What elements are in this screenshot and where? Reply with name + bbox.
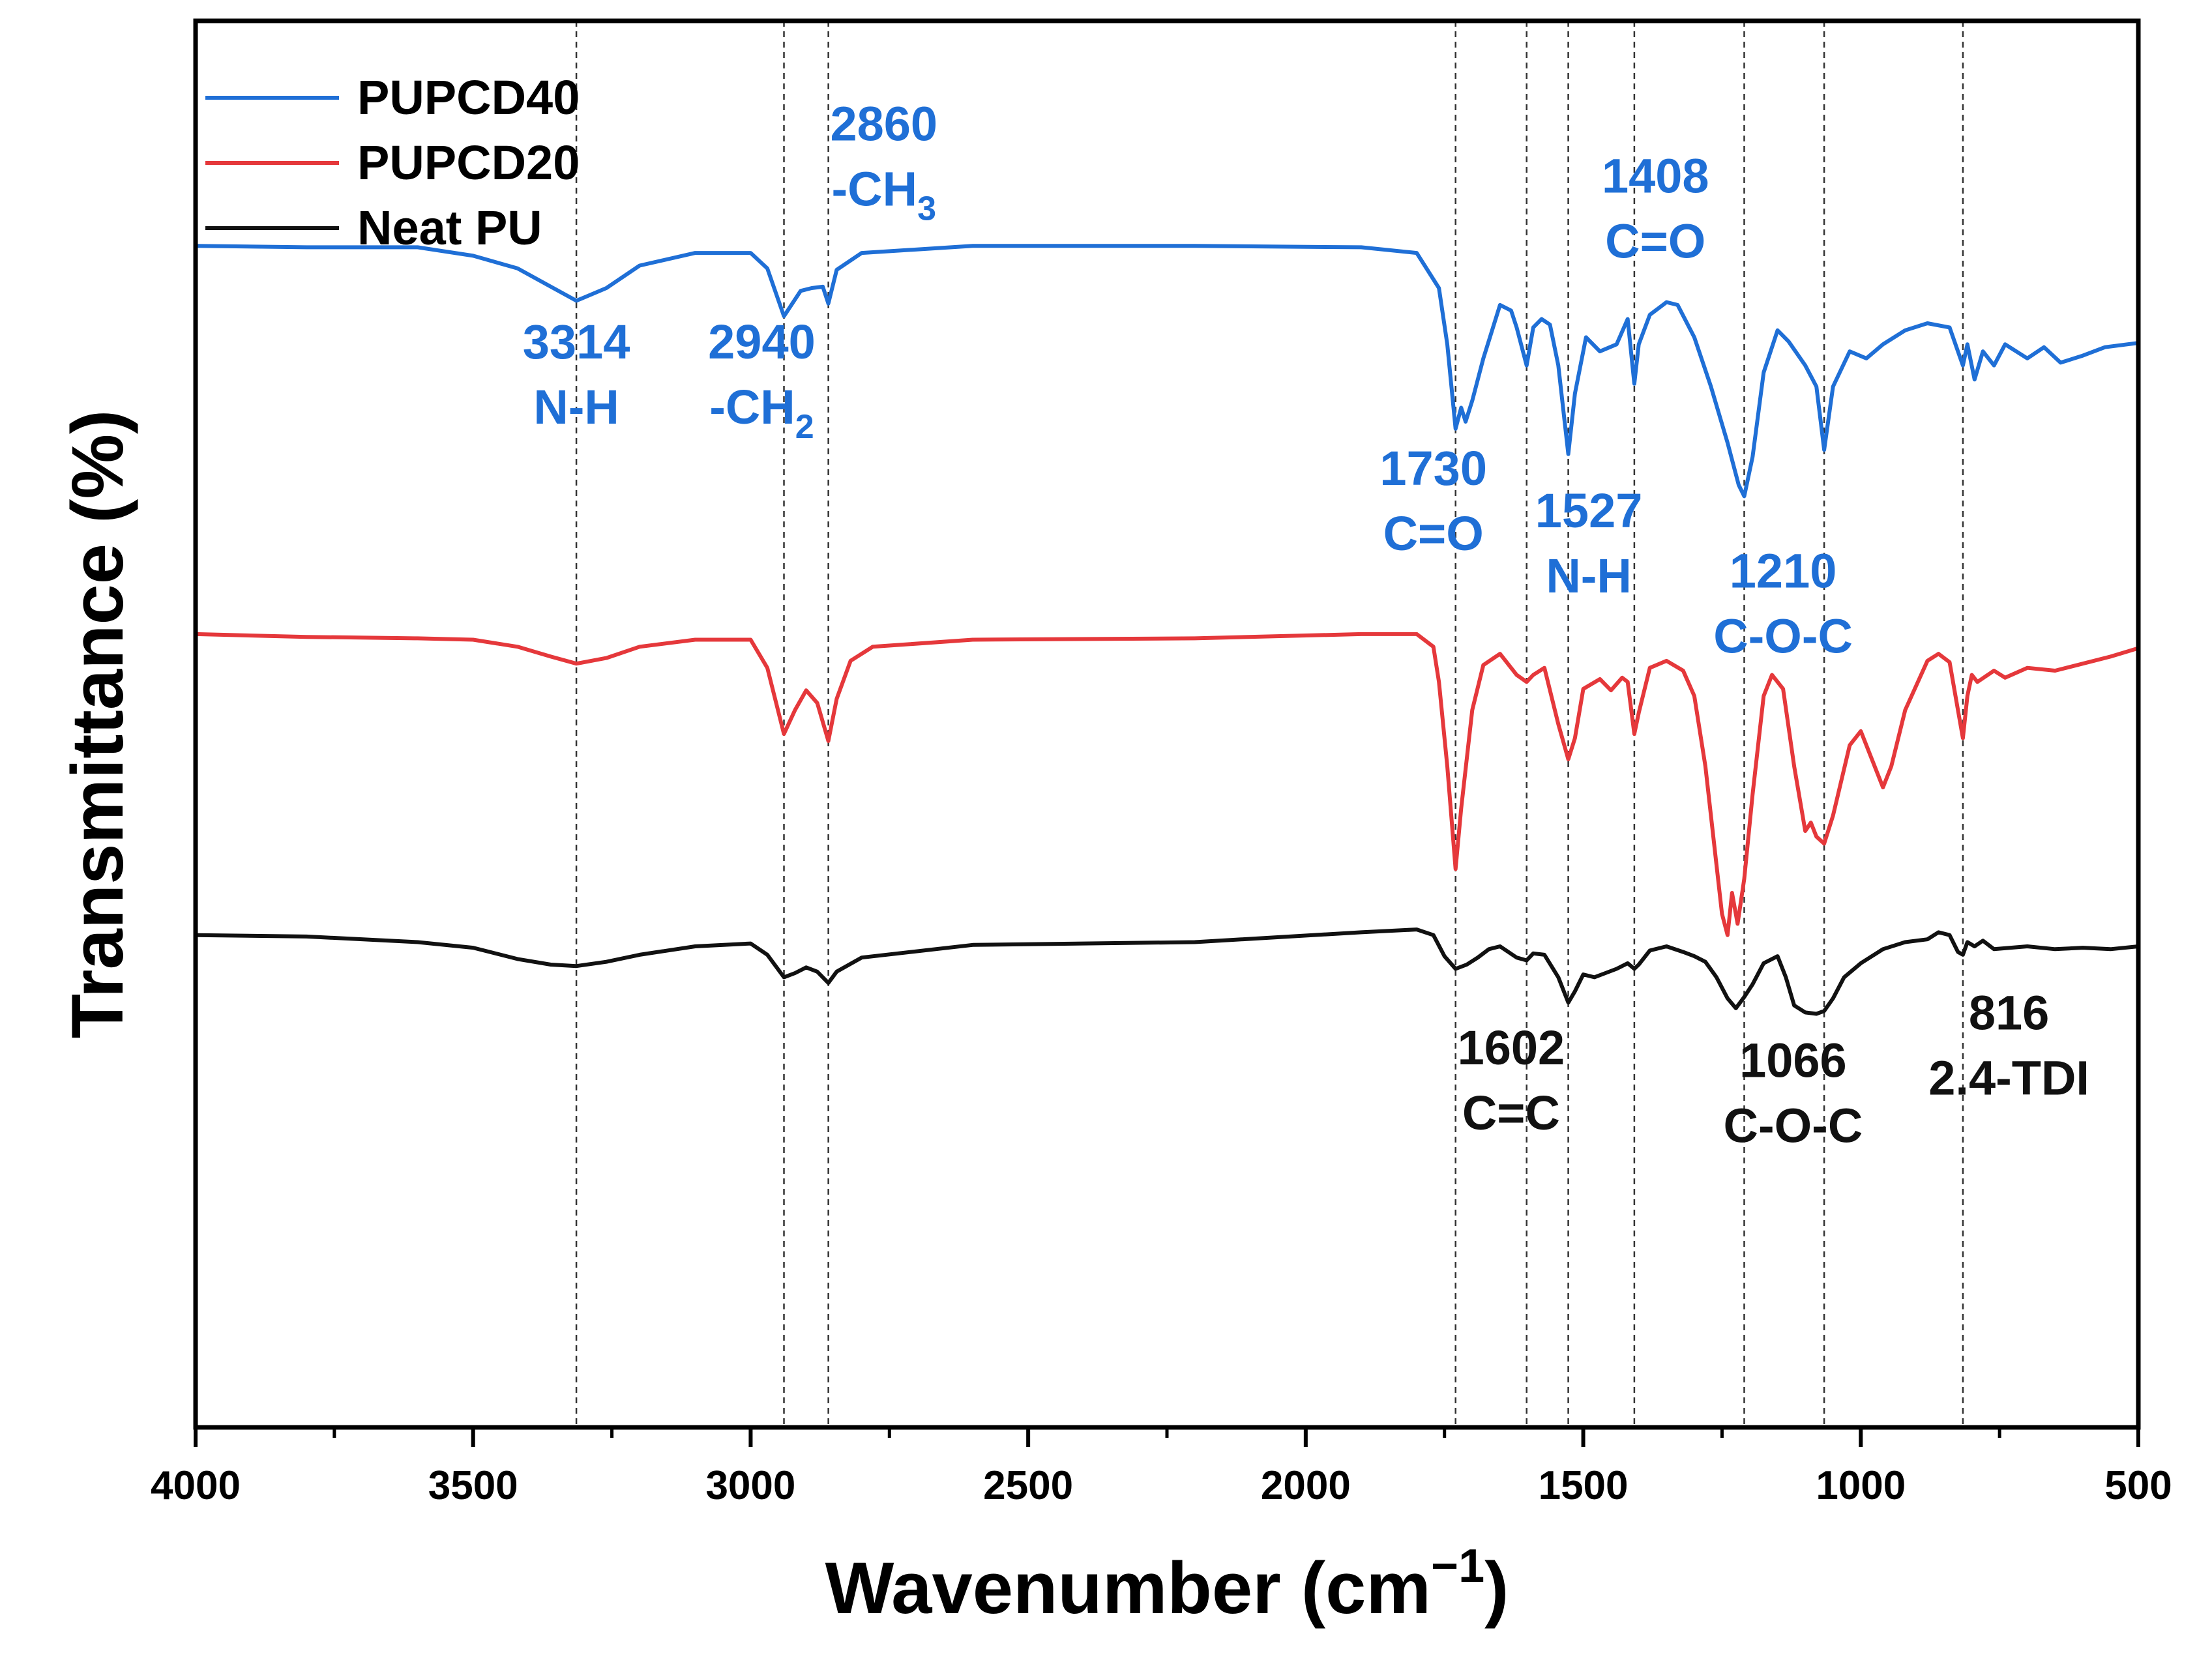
- annotation-group-2860: -CH3: [832, 162, 936, 227]
- annotation-1730: 1730 C=O: [1379, 441, 1487, 561]
- annotation-1602: 1602 C=C: [1458, 1021, 1565, 1140]
- annotation-group-text: C-O-C: [1724, 1099, 1863, 1153]
- annotation-group-text: 2.4-TDI: [1928, 1051, 2089, 1105]
- annotation-group-subscript: 3: [917, 190, 936, 227]
- annotation-group-text: N-H: [533, 380, 619, 434]
- annotation-816: 816 2.4-TDI: [1928, 985, 2089, 1105]
- annotation-group-subscript: 2: [795, 408, 814, 446]
- y-axis-title: Transmittance (%): [57, 410, 138, 1039]
- legend: PUPCD40 PUPCD20 Neat PU: [205, 70, 580, 255]
- legend-label-neat-pu: Neat PU: [357, 201, 542, 255]
- x-tick-label-500: 500: [2104, 1463, 2172, 1508]
- x-tick-label-4000: 4000: [151, 1463, 241, 1508]
- annotation-1066: 1066 C-O-C: [1724, 1034, 1863, 1153]
- annotation-1408: 1408 C=O: [1602, 149, 1709, 268]
- annotation-wavenumber-1527: 1527: [1535, 484, 1643, 538]
- annotation-wavenumber-1602: 1602: [1458, 1021, 1565, 1075]
- annotation-wavenumber-3314: 3314: [523, 315, 630, 369]
- annotation-group-816: 2.4-TDI: [1928, 1051, 2089, 1105]
- annotation-wavenumber-1730: 1730: [1379, 441, 1487, 495]
- annotation-1210: 1210 C-O-C: [1713, 544, 1853, 663]
- annotation-group-1066: C-O-C: [1724, 1099, 1863, 1153]
- annotation-wavenumber-2860: 2860: [830, 96, 937, 151]
- annotation-group-text: C=C: [1462, 1086, 1560, 1140]
- annotation-wavenumber-2940: 2940: [708, 315, 816, 369]
- x-axis-ticks: 4000 3500 3000 2500 2000 1500 1000 500: [151, 1427, 2172, 1508]
- reference-lines: [575, 21, 1964, 1427]
- annotation-group-text: -CH: [832, 162, 918, 216]
- x-tick-label-2000: 2000: [1261, 1463, 1351, 1508]
- annotation-group-text: C=O: [1383, 506, 1484, 561]
- x-axis-title-unit-exponent: −1: [1431, 1540, 1484, 1592]
- series-line-pupcd20: [194, 632, 2140, 937]
- annotation-group-text: N-H: [1546, 549, 1632, 603]
- x-axis-title-main: Wavenumber (cm: [825, 1547, 1431, 1629]
- annotation-1527: 1527 N-H: [1535, 484, 1643, 603]
- legend-label-pupcd20: PUPCD20: [357, 136, 580, 190]
- annotation-group-text: C-O-C: [1713, 609, 1853, 663]
- annotation-group-1210: C-O-C: [1713, 609, 1853, 663]
- x-axis-title-close: ): [1484, 1547, 1509, 1629]
- x-axis-title: Wavenumber (cm−1): [825, 1540, 1509, 1629]
- annotation-2860: 2860 -CH3: [830, 96, 937, 227]
- annotation-wavenumber-1408: 1408: [1602, 149, 1709, 203]
- annotation-2940: 2940 -CH2: [708, 315, 816, 446]
- x-tick-label-3000: 3000: [705, 1463, 795, 1508]
- x-tick-label-3500: 3500: [428, 1463, 518, 1508]
- x-tick-label-2500: 2500: [983, 1463, 1073, 1508]
- annotation-3314: 3314 N-H: [523, 315, 630, 434]
- annotation-group-1602: C=C: [1462, 1086, 1560, 1140]
- annotation-wavenumber-1210: 1210: [1730, 544, 1837, 598]
- annotation-wavenumber-1066: 1066: [1739, 1034, 1847, 1088]
- annotation-group-2940: -CH2: [709, 380, 814, 446]
- annotation-group-text: C=O: [1605, 214, 1705, 268]
- annotation-group-1527: N-H: [1546, 549, 1632, 603]
- x-tick-label-1000: 1000: [1816, 1463, 1906, 1508]
- annotation-wavenumber-816: 816: [1969, 985, 2049, 1040]
- x-tick-label-1500: 1500: [1539, 1463, 1629, 1508]
- series-line-pupcd40: [194, 244, 2140, 499]
- spectra: [194, 244, 2140, 1016]
- annotation-group-3314: N-H: [533, 380, 619, 434]
- annotation-group-1408: C=O: [1605, 214, 1705, 268]
- annotation-group-text: -CH: [709, 380, 795, 434]
- series-line-neat-pu: [194, 927, 2140, 1016]
- legend-label-pupcd40: PUPCD40: [357, 70, 580, 124]
- annotation-group-1730: C=O: [1383, 506, 1484, 561]
